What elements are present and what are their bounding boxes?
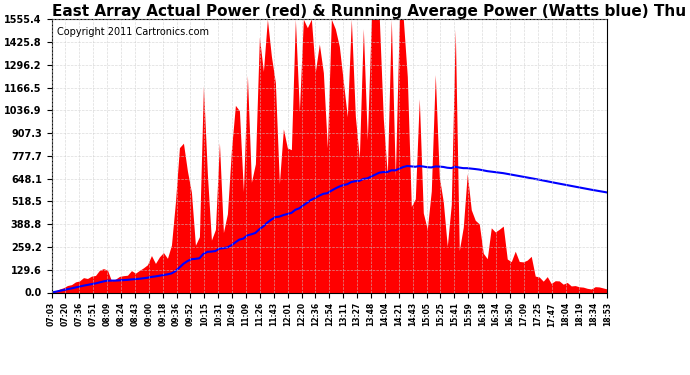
- Text: East Array Actual Power (red) & Running Average Power (Watts blue) Thu Apr 28 19: East Array Actual Power (red) & Running …: [52, 4, 690, 19]
- Text: Copyright 2011 Cartronics.com: Copyright 2011 Cartronics.com: [57, 27, 209, 38]
